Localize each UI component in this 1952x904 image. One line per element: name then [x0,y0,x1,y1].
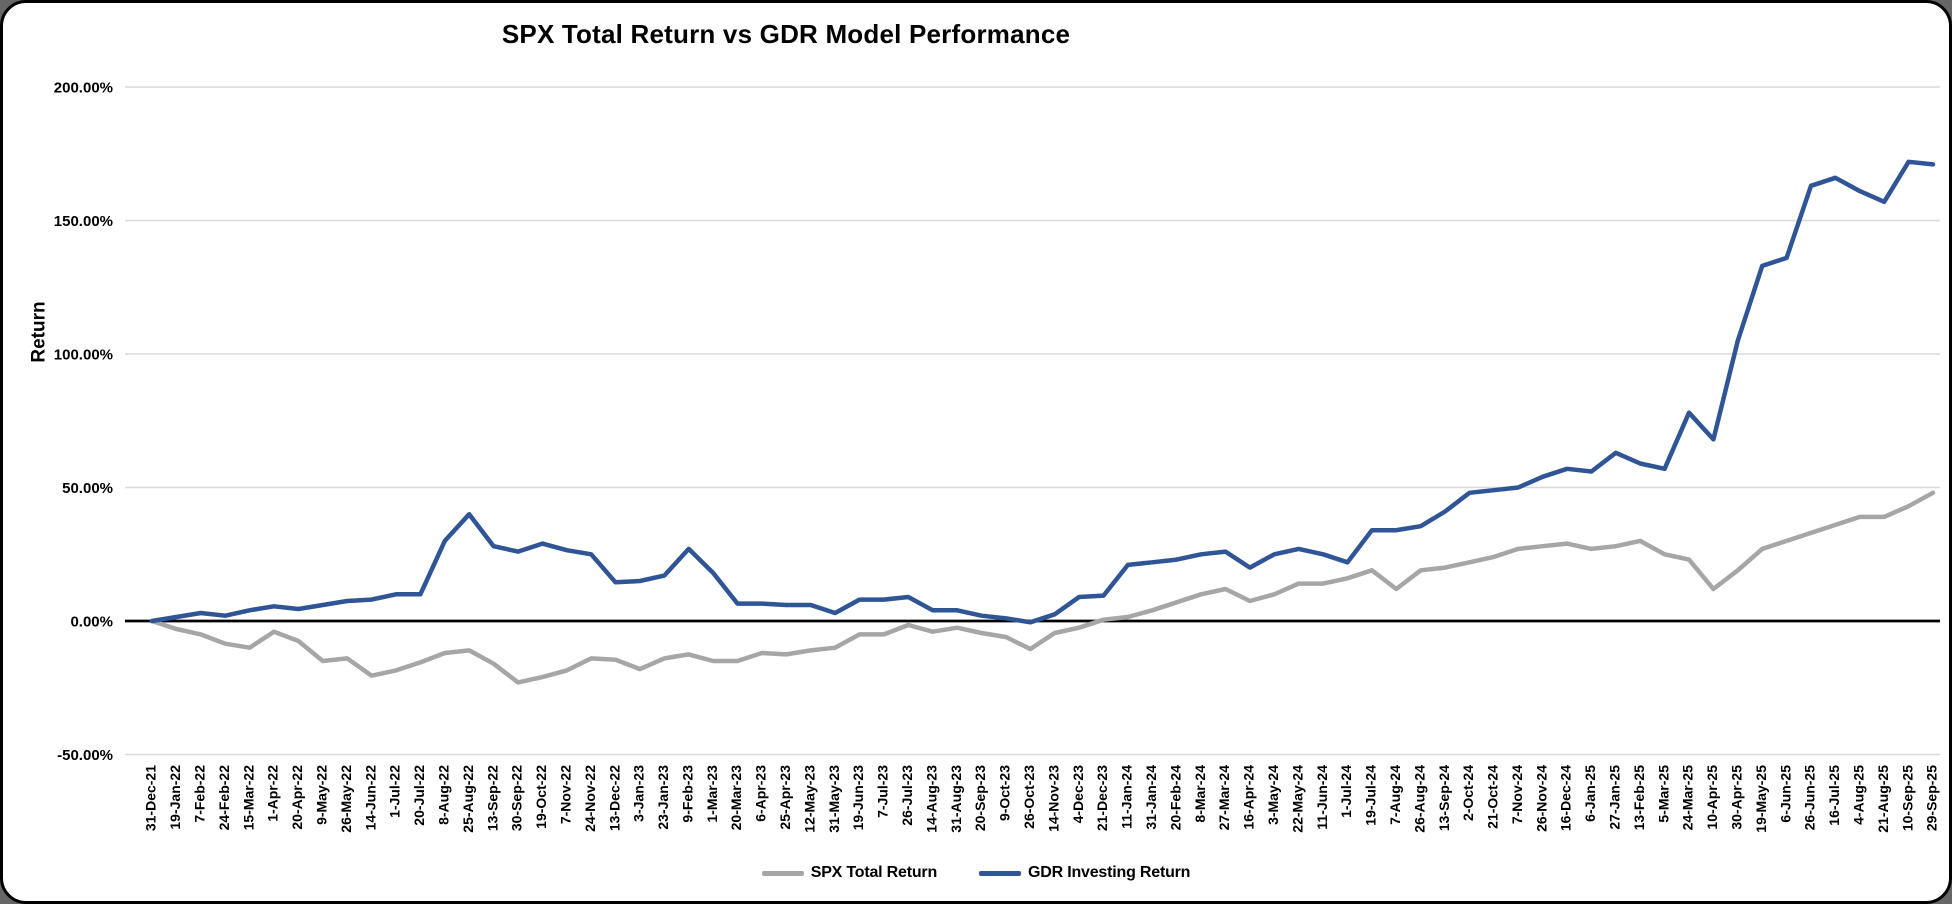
x-tick-label: 7-Nov-24 [1509,765,1525,824]
x-tick-label: 3-May-24 [1265,765,1281,825]
x-tick-label: 19-May-25 [1753,765,1769,833]
x-tick-label: 26-Jul-23 [899,765,915,826]
legend-swatch-spx-line [761,870,804,876]
y-tick-label: 0.00% [70,614,113,631]
x-tick-label: 13-Dec-22 [606,765,622,831]
x-tick-label: 4-Aug-25 [1851,765,1867,825]
x-tick-label: 31-Dec-21 [143,765,159,831]
x-tick-label: 14-Jun-22 [362,765,378,831]
series-line-gdr [149,159,1936,625]
y-tick-label: 50.00% [62,480,113,497]
x-tick-label: 7-Nov-22 [557,765,573,824]
x-tick-label: 6-Jan-25 [1582,765,1598,822]
x-tick-label: 9-May-22 [313,765,329,825]
x-tick-label: 30-Sep-22 [509,765,525,831]
x-tick-label: 20-Jul-22 [411,765,427,826]
chart-legend: SPX Total Return GDR Investing Return [3,864,1949,882]
x-tick-label: 1-Mar-23 [704,765,720,823]
x-tick-label: 26-Aug-24 [1411,765,1427,833]
x-tick-label: 26-Nov-24 [1533,765,1549,832]
x-tick-label: 8-Mar-24 [1192,765,1208,823]
x-tick-label: 26-May-22 [338,765,354,833]
x-tick-label: 19-Jul-24 [1363,765,1379,826]
x-tick-label: 7-Aug-24 [1387,765,1403,825]
x-tick-label: 27-Jan-25 [1607,765,1623,830]
x-tick-label: 22-May-24 [1289,765,1305,833]
y-tick-label: 150.00% [54,213,113,230]
x-tick-label: 31-Aug-23 [948,765,964,833]
x-tick-label: 1-Jul-24 [1338,765,1354,818]
x-tick-label: 23-Jan-23 [655,765,671,830]
legend-label-spx: SPX Total Return [810,864,938,881]
legend-swatch-gdr-line [979,870,1022,876]
x-tick-label: 20-Sep-23 [972,765,988,831]
x-tick-label: 21-Dec-23 [1094,765,1110,831]
x-tick-label: 7-Feb-22 [191,765,207,823]
chart-plot-area: 200.00% 150.00% 100.00% 50.00% 0.00% -50.00% 3… [54,80,1940,833]
x-tick-label: 19-Jan-22 [167,765,183,830]
x-tick-label: 29-Sep-25 [1924,765,1940,831]
x-tick-label: 9-Feb-23 [679,765,695,823]
series-line-spx [149,490,1936,685]
y-tick-label: 100.00% [54,347,113,364]
x-tick-label: 19-Jun-23 [850,765,866,831]
legend-item-spx: SPX Total Return [761,864,938,882]
x-tick-label: 6-Apr-23 [753,765,769,822]
x-tick-label: 24-Nov-22 [582,765,598,832]
x-tick-label: 11-Jan-24 [1119,765,1135,829]
x-tick-label: 12-May-23 [801,765,817,833]
x-tick-label: 14-Nov-23 [1045,765,1061,832]
x-tick-label: 21-Oct-24 [1485,765,1501,829]
x-tick-label: 16-Jul-25 [1826,765,1842,826]
x-tick-label: 11-Jun-24 [1314,765,1330,830]
x-tick-label: 24-Mar-25 [1680,765,1696,831]
x-tick-label: 13-Sep-24 [1436,765,1452,831]
x-tick-label: 1-Jul-22 [387,765,403,818]
x-tick-label: 8-Aug-22 [435,765,451,825]
x-tick-label: 13-Feb-25 [1631,765,1647,831]
x-tick-label: 7-Jul-23 [875,765,891,818]
x-tick-label: 6-Jun-25 [1777,765,1793,823]
x-tick-label: 10-Sep-25 [1899,765,1915,831]
x-tick-label: 16-Apr-24 [1241,765,1257,830]
x-tick-label: 14-Aug-23 [923,765,939,833]
x-tick-label: 21-Aug-25 [1875,765,1891,833]
x-tick-label: 13-Sep-22 [484,765,500,831]
legend-label-gdr: GDR Investing Return [1028,864,1191,881]
x-tick-label: 31-May-23 [826,765,842,833]
x-tick-label: 2-Oct-24 [1460,765,1476,821]
x-tick-label: 5-Mar-25 [1655,765,1671,823]
x-tick-label: 20-Apr-22 [289,765,305,830]
x-tick-label: 15-Mar-22 [240,765,256,831]
x-tick-label: 3-Jan-23 [631,765,647,822]
x-tick-label: 20-Feb-24 [1167,765,1183,831]
legend-item-gdr: GDR Investing Return [979,864,1190,882]
x-tick-label: 25-Aug-22 [460,765,476,833]
x-tick-label: 20-Mar-23 [728,765,744,831]
x-tick-label: 26-Jun-25 [1802,765,1818,831]
x-tick-label: 9-Oct-23 [997,765,1013,821]
x-tick-label: 4-Dec-23 [1070,765,1086,824]
x-tick-label: 25-Apr-23 [777,765,793,830]
y-tick-label: -50.00% [57,747,113,764]
x-tick-label: 30-Apr-25 [1729,765,1745,830]
y-tick-label: 200.00% [54,80,113,97]
x-tick-label: 19-Oct-22 [533,765,549,829]
chart-title: SPX Total Return vs GDR Model Performanc… [501,19,1071,49]
x-tick-label: 31-Jan-24 [1143,765,1159,830]
x-tick-label: 26-Oct-23 [1021,765,1037,829]
x-tick-label: 27-Mar-24 [1216,765,1232,831]
x-tick-label: 24-Feb-22 [216,765,232,831]
x-tick-label: 16-Dec-24 [1558,765,1574,831]
x-tick-label: 10-Apr-25 [1704,765,1720,830]
x-tick-label: 1-Apr-22 [265,765,281,822]
